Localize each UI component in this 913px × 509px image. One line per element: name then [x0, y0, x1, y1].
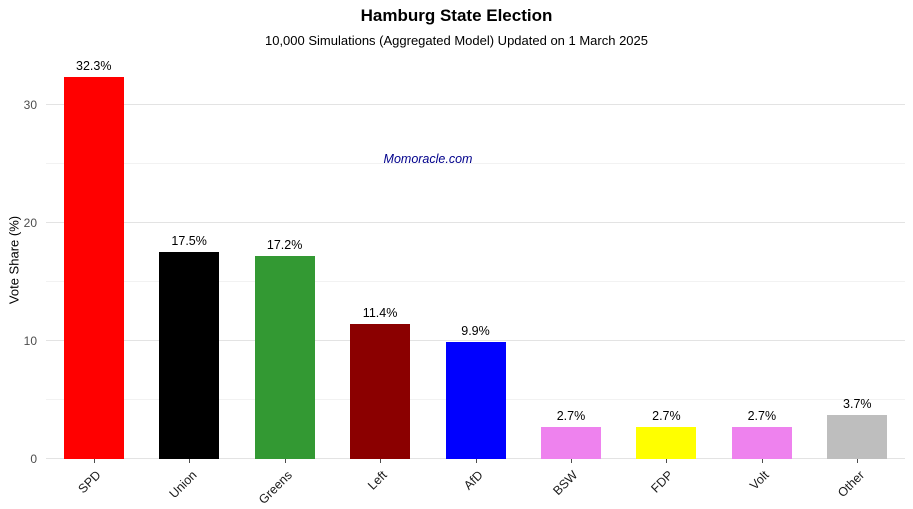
x-tick-other — [857, 459, 859, 463]
bar-volt — [731, 427, 792, 459]
chart-title: Hamburg State Election — [360, 6, 553, 25]
x-axis-label-left: Left — [365, 468, 390, 493]
plot-area: Momoracle.com 0 10 20 30 32.3% SPD 17.5% Union 1… — [24, 59, 905, 507]
gridline-25 — [46, 162, 905, 164]
x-tick-union — [189, 459, 191, 463]
gridline-15 — [46, 280, 905, 282]
value-label-greens: 17.2% — [266, 237, 303, 252]
x-axis-label-fdp: FDP — [648, 468, 677, 496]
x-axis-label-greens: Greens — [255, 468, 295, 507]
y-tick-label-10: 10 — [23, 333, 37, 348]
x-tick-greens — [284, 459, 286, 463]
bar-union — [159, 252, 220, 459]
y-tick-label-20: 20 — [23, 215, 37, 230]
x-axis-label-volt: Volt — [747, 468, 772, 493]
x-tick-fdp — [666, 459, 668, 463]
watermark: Momoracle.com — [383, 152, 473, 166]
x-tick-afd — [475, 459, 477, 463]
value-label-afd: 9.9% — [461, 324, 490, 339]
gridline-10 — [46, 339, 905, 341]
x-axis-label-other: Other — [835, 468, 868, 501]
value-label-union: 17.5% — [171, 234, 207, 249]
y-tick-label-0: 0 — [30, 452, 37, 466]
bar-bsw — [540, 427, 601, 459]
chart-subtitle: 10,000 Simulations (Aggregated Model) Up… — [264, 33, 649, 48]
gridline-30 — [46, 103, 905, 105]
value-label-left: 11.4% — [362, 306, 398, 321]
bar-afd — [445, 342, 506, 459]
bar-left — [350, 324, 411, 459]
x-axis-label-spd: SPD — [75, 468, 104, 497]
x-tick-volt — [761, 459, 763, 463]
x-axis-label-bsw: BSW — [550, 468, 581, 499]
value-label-spd: 32.3% — [75, 59, 112, 74]
value-label-other: 3.7% — [843, 397, 872, 412]
x-axis-label-afd: AfD — [460, 468, 486, 493]
bar-fdp — [636, 427, 697, 459]
value-label-fdp: 2.7% — [652, 409, 681, 424]
value-label-volt: 2.7% — [747, 409, 777, 424]
bar-greens — [254, 255, 315, 459]
bar-other — [827, 415, 888, 459]
bar-spd — [63, 77, 124, 459]
x-axis-label-union: Union — [166, 468, 200, 502]
value-label-bsw: 2.7% — [556, 409, 586, 424]
gridline-20 — [46, 221, 905, 223]
x-tick-bsw — [570, 459, 572, 463]
y-tick-label-30: 30 — [23, 97, 37, 112]
x-tick-spd — [93, 459, 95, 463]
x-tick-left — [380, 459, 382, 463]
